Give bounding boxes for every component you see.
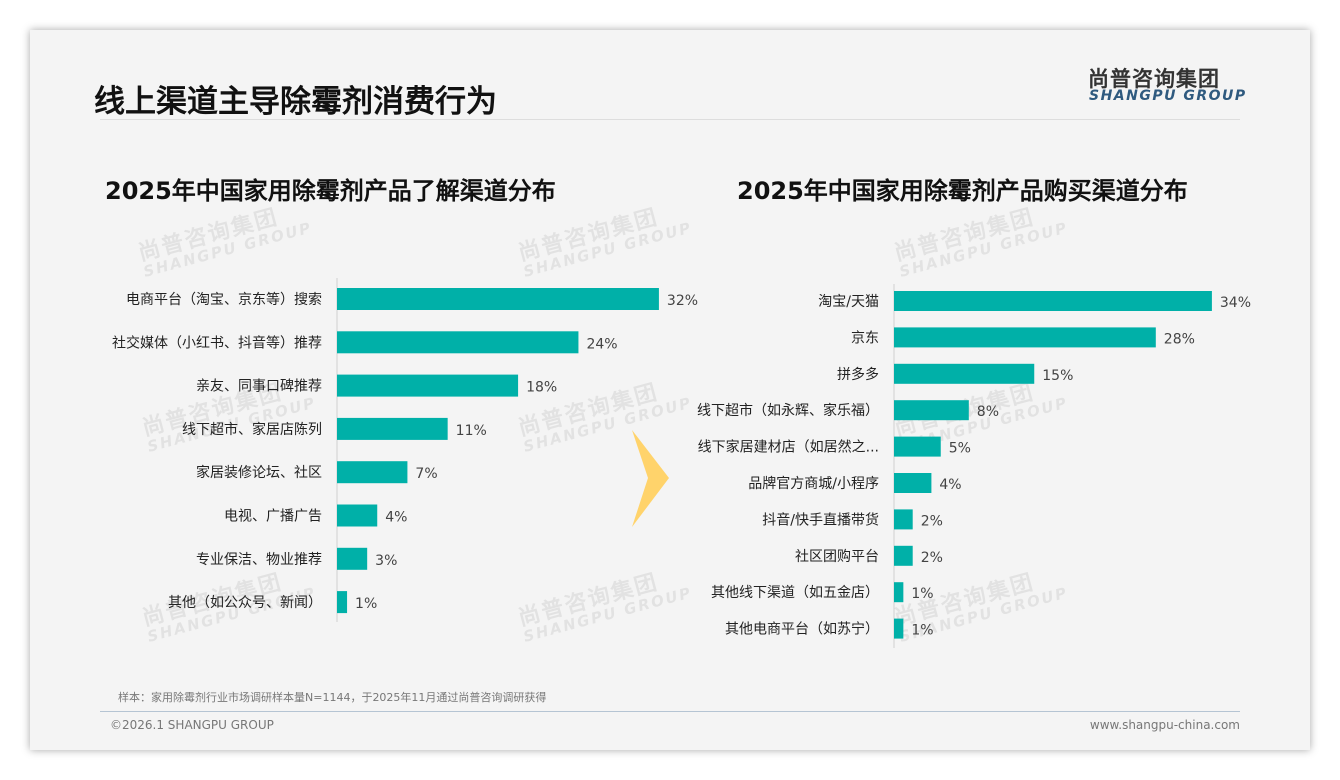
- category-label: 电视、广播广告: [224, 509, 322, 525]
- bar: [894, 327, 1156, 348]
- category-label: 其他线下渠道（如五金店）: [711, 585, 879, 601]
- slide: 线上渠道主导除霉剂消费行为 尚普咨询集团 SHANGPU GROUP 尚普咨询集…: [30, 30, 1310, 750]
- bar-charts: 电商平台（淘宝、京东等）搜索 32% 社交媒体（小红书、抖音等）推荐 24% 亲友、同事…: [112, 278, 1251, 648]
- website-link[interactable]: www.shangpu-china.com: [1089, 718, 1240, 732]
- category-label: 其他（如公众号、新闻）: [168, 595, 322, 611]
- bar: [894, 582, 904, 603]
- value-label: 1%: [355, 596, 377, 612]
- bar: [894, 473, 932, 493]
- bar: [894, 363, 1035, 384]
- category-label: 社区团购平台: [795, 549, 879, 565]
- right-chart-title: 2025年中国家用除霉剂产品购买渠道分布: [737, 177, 1188, 205]
- bar: [337, 288, 659, 310]
- logo-cn: 尚普咨询集团: [1088, 67, 1220, 91]
- bar: [337, 417, 448, 440]
- title-divider: [100, 119, 1240, 120]
- value-label: 2%: [921, 513, 943, 529]
- bar: [894, 545, 913, 566]
- bar: [894, 509, 913, 530]
- category-label: 亲友、同事口碑推荐: [196, 379, 322, 395]
- category-label: 拼多多: [837, 366, 879, 383]
- category-label: 电商平台（淘宝、京东等）搜索: [126, 291, 322, 308]
- value-label: 24%: [586, 336, 617, 352]
- category-label: 专业保洁、物业推荐: [196, 552, 322, 568]
- category-label: 品牌官方商城/小程序: [748, 475, 879, 492]
- page-title: 线上渠道主导除霉剂消费行为: [94, 84, 497, 120]
- bar: [337, 461, 408, 484]
- logo-en: SHANGPU GROUP: [1089, 88, 1247, 104]
- bar: [337, 331, 579, 354]
- category-label: 社交媒体（小红书、抖音等）推荐: [112, 334, 322, 351]
- value-label: 32%: [667, 293, 698, 309]
- value-label: 28%: [1164, 331, 1195, 347]
- arrow-right-icon: [632, 430, 669, 527]
- value-label: 4%: [939, 477, 961, 493]
- value-label: 3%: [375, 553, 397, 569]
- bar: [894, 291, 1212, 311]
- value-label: 34%: [1220, 295, 1251, 311]
- bar: [337, 374, 519, 397]
- bar: [337, 504, 378, 527]
- left-chart-title: 2025年中国家用除霉剂产品了解渠道分布: [105, 177, 556, 205]
- value-label: 7%: [415, 466, 437, 482]
- value-label: 1%: [911, 623, 933, 639]
- bar: [337, 547, 368, 570]
- category-label: 线下超市、家居店陈列: [182, 421, 322, 438]
- category-label: 京东: [851, 330, 879, 346]
- value-label: 1%: [911, 586, 933, 602]
- value-label: 15%: [1042, 368, 1073, 384]
- footer-divider: [100, 711, 1240, 712]
- category-label: 线下超市（如永辉、家乐福）: [697, 402, 879, 419]
- bar: [894, 400, 969, 421]
- sample-note: 样本：家用除霉剂行业市场调研样本量N=1144，于2025年11月通过尚普咨询调…: [118, 691, 547, 704]
- category-label: 淘宝/天猫: [818, 294, 879, 310]
- category-label: 家居装修论坛、社区: [196, 464, 322, 481]
- copyright: ©2026.1 SHANGPU GROUP: [110, 718, 274, 732]
- value-label: 11%: [456, 423, 487, 439]
- value-label: 18%: [526, 380, 557, 396]
- category-label: 其他电商平台（如苏宁）: [725, 621, 879, 638]
- value-label: 2%: [921, 550, 943, 566]
- value-label: 5%: [949, 441, 971, 457]
- bar: [894, 436, 941, 457]
- category-label: 线下家居建材店（如居然之...: [698, 439, 879, 456]
- value-label: 4%: [385, 510, 407, 526]
- bar: [337, 591, 348, 614]
- category-label: 抖音/快手直播带货: [762, 511, 879, 528]
- value-label: 8%: [977, 404, 999, 420]
- bar: [894, 618, 904, 639]
